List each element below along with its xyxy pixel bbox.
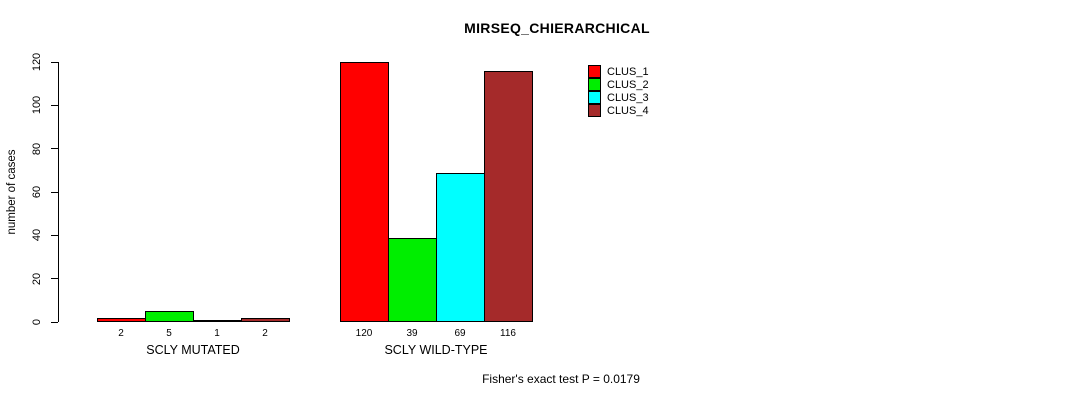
legend-swatch-clus-4 [588, 104, 601, 117]
legend-item-clus-1: CLUS_1 [588, 65, 649, 78]
bar-value-label: 39 [406, 328, 418, 339]
y-axis-tick [51, 148, 58, 150]
bar-clus-3-scly-mutated [193, 319, 242, 322]
y-axis-tick [51, 234, 58, 236]
bar-value-label: 5 [166, 328, 172, 339]
legend-swatch-clus-1 [588, 65, 601, 78]
legend-label: CLUS_4 [607, 104, 649, 117]
y-axis-tick [51, 61, 58, 63]
y-axis-tick-label: 80 [31, 142, 43, 155]
y-axis-tick [51, 321, 58, 323]
legend-label: CLUS_1 [607, 65, 649, 78]
y-axis-tick [51, 191, 58, 193]
legend-item-clus-4: CLUS_4 [588, 104, 649, 117]
bar-clus-1-scly-wild-type [340, 62, 389, 322]
bar-value-label: 69 [454, 328, 466, 339]
legend-label: CLUS_2 [607, 78, 649, 91]
bar-clus-2-scly-mutated [145, 311, 194, 322]
y-axis-tick-label: 120 [31, 52, 43, 72]
bar-value-label: 1 [214, 328, 220, 339]
legend-swatch-clus-3 [588, 91, 601, 104]
bar-clus-2-scly-wild-type [388, 237, 437, 322]
y-axis-tick [51, 104, 58, 106]
y-axis-tick-label: 20 [31, 272, 43, 285]
category-label-scly-wild-type: SCLY WILD-TYPE [384, 343, 488, 357]
y-axis-tick [51, 278, 58, 280]
bar-value-label: 2 [262, 328, 268, 339]
legend: CLUS_1 CLUS_2 CLUS_3 CLUS_4 [588, 65, 649, 117]
legend-item-clus-3: CLUS_3 [588, 91, 649, 104]
bar-value-label: 2 [118, 328, 124, 339]
chart-title: MIRSEQ_CHIERARCHICAL [464, 20, 650, 36]
y-axis-tick-label: 0 [31, 318, 43, 326]
legend-swatch-clus-2 [588, 78, 601, 91]
bar-value-label: 116 [500, 328, 516, 339]
category-label-scly-mutated: SCLY MUTATED [146, 343, 240, 357]
y-axis-tick-label: 60 [31, 185, 43, 199]
y-axis-title: number of cases [6, 149, 18, 235]
plot-area: 0 20 40 60 80 100 120 2 120 5 39 1 69 2 116 SCLY MUTATE… [31, 53, 539, 357]
y-axis-tick-label: 100 [31, 96, 43, 115]
bar-clus-4-scly-mutated [241, 317, 290, 322]
bar-clus-1-scly-mutated [97, 317, 146, 322]
bar-clus-3-scly-wild-type [436, 172, 485, 322]
y-axis-tick-label: 40 [31, 229, 43, 242]
bar-clus-4-scly-wild-type [484, 70, 533, 322]
bar-value-label: 120 [355, 328, 373, 339]
legend-label: CLUS_3 [607, 91, 649, 104]
legend-item-clus-2: CLUS_2 [588, 78, 649, 91]
annotation-text: Fisher's exact test P = 0.0179 [482, 372, 640, 386]
